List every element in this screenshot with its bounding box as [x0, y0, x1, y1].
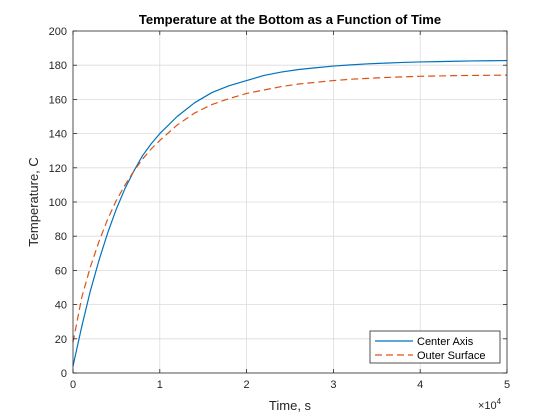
- legend-label-outer-surface: Outer Surface: [417, 350, 485, 362]
- legend-box: [369, 330, 501, 364]
- y-tick-label: 100: [49, 197, 67, 209]
- chart-title: Temperature at the Bottom as a Function …: [139, 12, 441, 27]
- grid: [73, 31, 507, 373]
- y-tick-label: 140: [49, 129, 67, 141]
- x-tick-label: 4: [417, 379, 423, 391]
- x-tick-label: 2: [244, 379, 250, 391]
- y-tick-label: 60: [55, 265, 67, 277]
- series-layer: [72, 59, 508, 367]
- y-tick-label: 180: [49, 60, 67, 72]
- y-tick-label: 120: [49, 163, 67, 175]
- x-tick-label: 0: [70, 379, 76, 391]
- tick-marks: [72, 30, 508, 374]
- x-tick-labels: 0 1 2 3 4 5: [70, 379, 510, 391]
- x-exponent-label: ×104: [478, 397, 502, 412]
- y-tick-label: 200: [49, 26, 67, 38]
- x-axis-label: Time, s: [269, 398, 312, 413]
- series-line-center-axis: [72, 59, 508, 367]
- legend: Center Axis Outer Surface: [369, 330, 501, 364]
- x-tick-label: 1: [157, 379, 163, 391]
- legend-label-center-axis: Center Axis: [417, 336, 474, 348]
- x-exponent-base: ×10: [478, 400, 497, 412]
- y-tick-label: 20: [55, 334, 67, 346]
- y-tick-label: 40: [55, 300, 67, 312]
- y-axis-label: Temperature, C: [26, 157, 41, 247]
- y-tick-label: 0: [61, 368, 67, 380]
- y-tick-labels: 0 20 40 60 80 100 120 140 160 180 200: [49, 26, 67, 380]
- x-tick-label: 5: [504, 379, 510, 391]
- series-line-outer-surface: [72, 74, 508, 343]
- x-tick-label: 3: [330, 379, 336, 391]
- x-exponent-power: 4: [497, 397, 502, 406]
- y-tick-label: 80: [55, 231, 67, 243]
- y-tick-label: 160: [49, 94, 67, 106]
